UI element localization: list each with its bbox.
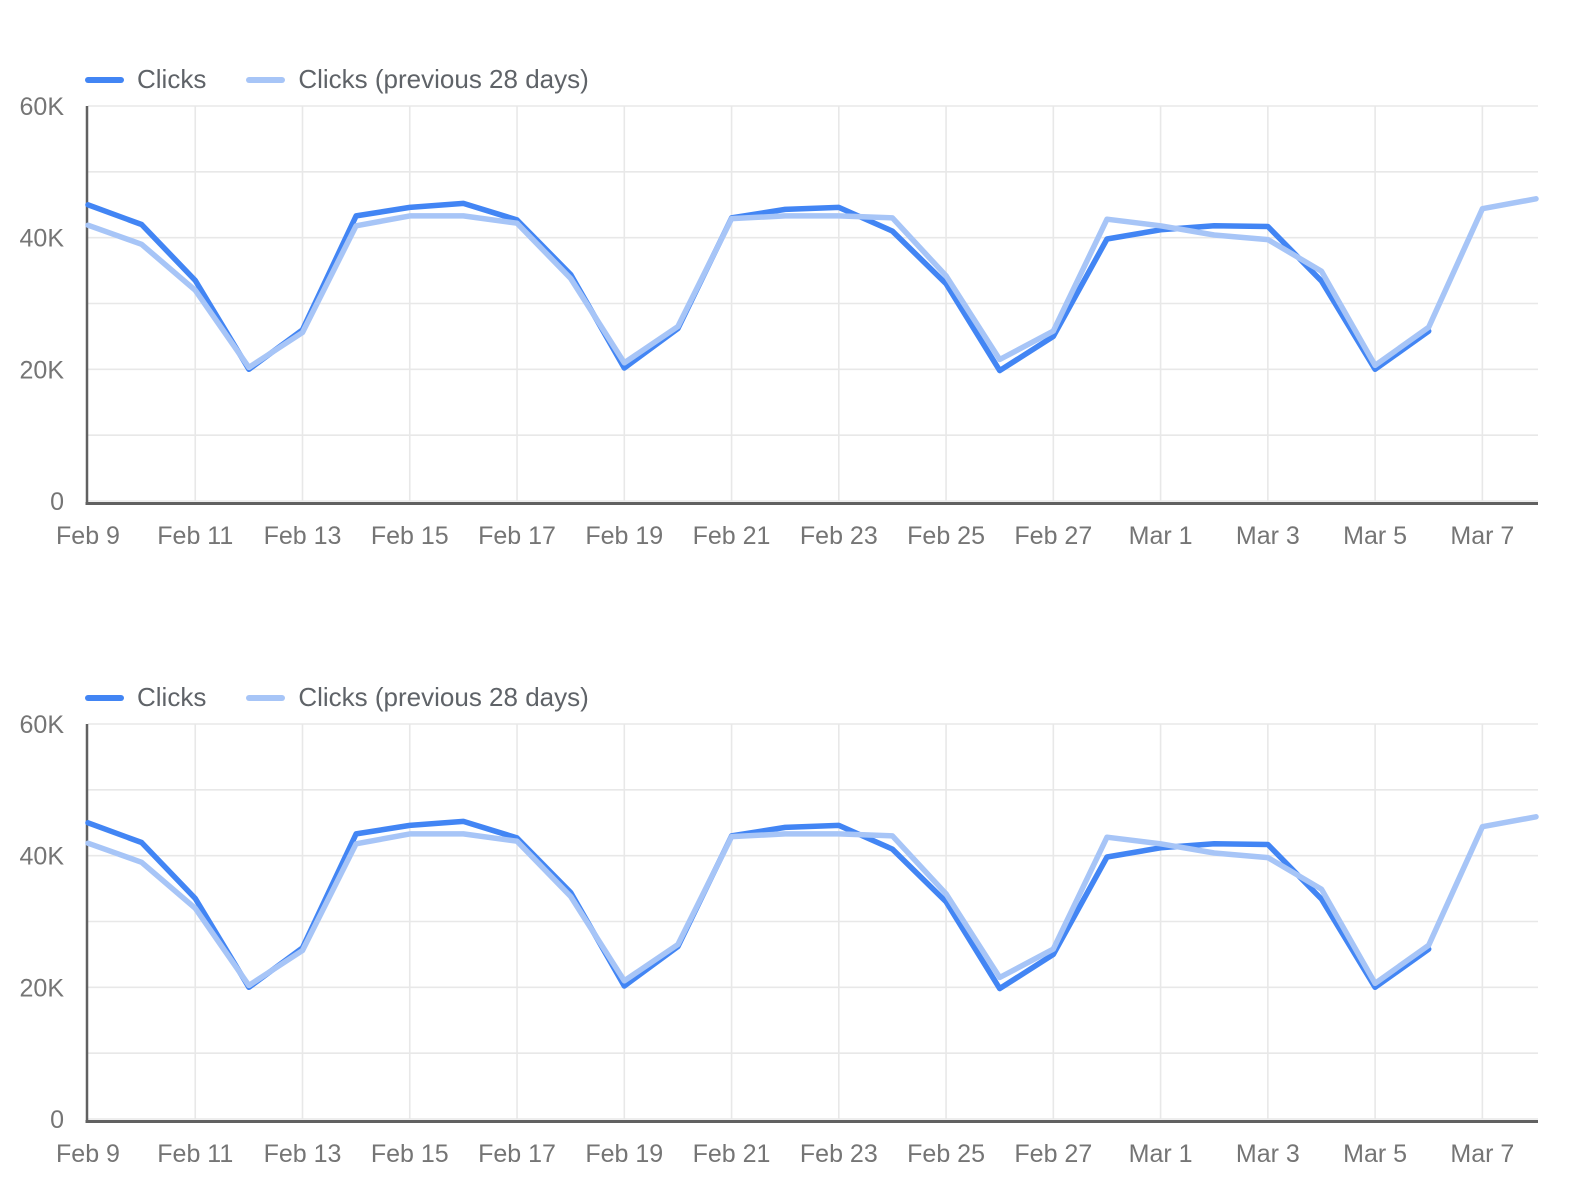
x-tick-label: Mar 3 bbox=[1236, 1140, 1300, 1168]
x-tick-label: Feb 11 bbox=[157, 522, 233, 550]
x-tick-label: Mar 1 bbox=[1129, 1140, 1193, 1168]
x-axis-labels: Feb 9 Feb 11 Feb 13 Feb 15 Feb 17 Feb 19 Feb 2… bbox=[56, 1140, 1514, 1168]
x-tick-label: Feb 19 bbox=[585, 1140, 663, 1168]
y-tick-label: 40K bbox=[20, 843, 65, 871]
x-tick-label: Feb 9 bbox=[56, 1140, 120, 1168]
x-tick-label: Feb 13 bbox=[264, 522, 342, 550]
clicks-previous-legend-label: Clicks (previous 28 days) bbox=[298, 64, 589, 94]
gridlines bbox=[88, 723, 1538, 1120]
x-tick-label: Feb 23 bbox=[800, 1140, 878, 1168]
x-tick-label: Feb 17 bbox=[478, 1140, 556, 1168]
y-tick-label: 60K bbox=[20, 711, 65, 739]
clicks-previous-line-icon bbox=[246, 694, 286, 701]
x-tick-label: Feb 27 bbox=[1014, 1140, 1092, 1168]
y-tick-label: 0 bbox=[50, 488, 64, 516]
clicks-previous-line bbox=[85, 814, 1539, 989]
x-tick-label: Feb 27 bbox=[1014, 522, 1092, 550]
y-tick-label: 40K bbox=[20, 225, 65, 253]
y-tick-label: 20K bbox=[20, 974, 65, 1002]
axes bbox=[85, 724, 1538, 1123]
x-tick-label: Mar 7 bbox=[1450, 1140, 1514, 1168]
clicks-previous-line bbox=[85, 196, 1539, 371]
x-tick-label: Feb 15 bbox=[371, 522, 449, 550]
x-tick-label: Mar 3 bbox=[1236, 522, 1300, 550]
x-tick-label: Feb 21 bbox=[693, 1140, 771, 1168]
x-tick-label: Feb 9 bbox=[56, 522, 120, 550]
x-tick-label: Mar 7 bbox=[1450, 522, 1514, 550]
x-tick-label: Mar 1 bbox=[1129, 522, 1193, 550]
x-tick-label: Feb 15 bbox=[371, 1140, 449, 1168]
y-axis-labels: 0 20K 40K 60K bbox=[20, 93, 65, 516]
x-tick-label: Mar 5 bbox=[1343, 522, 1407, 550]
clicks-line bbox=[85, 200, 1432, 374]
clicks-line-icon bbox=[85, 694, 124, 701]
y-axis-labels: 0 20K 40K 60K bbox=[20, 711, 65, 1134]
x-axis-labels: Feb 9 Feb 11 Feb 13 Feb 15 Feb 17 Feb 19 Feb 2… bbox=[56, 522, 1514, 550]
x-tick-label: Feb 19 bbox=[585, 522, 663, 550]
clicks-line bbox=[85, 818, 1432, 992]
clicks-previous-legend-label: Clicks (previous 28 days) bbox=[298, 682, 589, 712]
x-tick-label: Feb 13 bbox=[264, 1140, 342, 1168]
clicks-chart-top: Clicks Clicks (previous 28 days) 0 20K 40K… bbox=[0, 0, 1572, 580]
x-tick-label: Feb 23 bbox=[800, 522, 878, 550]
clicks-line-icon bbox=[85, 76, 124, 83]
legend: Clicks Clicks (previous 28 days) bbox=[85, 682, 589, 713]
clicks-legend-label: Clicks bbox=[137, 682, 207, 712]
axes bbox=[85, 106, 1538, 505]
x-tick-label: Feb 17 bbox=[478, 522, 556, 550]
y-tick-label: 0 bbox=[50, 1106, 64, 1134]
gridlines bbox=[88, 105, 1538, 502]
clicks-previous-line-icon bbox=[246, 76, 286, 83]
x-tick-label: Mar 5 bbox=[1343, 1140, 1407, 1168]
clicks-chart-bottom: Clicks Clicks (previous 28 days) 0 20K 40K… bbox=[0, 618, 1572, 1198]
x-tick-label: Feb 25 bbox=[907, 1140, 985, 1168]
x-tick-label: Feb 11 bbox=[157, 1140, 233, 1168]
y-tick-label: 60K bbox=[20, 93, 65, 121]
x-tick-label: Feb 25 bbox=[907, 522, 985, 550]
x-tick-label: Feb 21 bbox=[693, 522, 771, 550]
y-tick-label: 20K bbox=[20, 356, 65, 384]
clicks-legend-label: Clicks bbox=[137, 64, 207, 94]
legend: Clicks Clicks (previous 28 days) bbox=[85, 64, 589, 95]
